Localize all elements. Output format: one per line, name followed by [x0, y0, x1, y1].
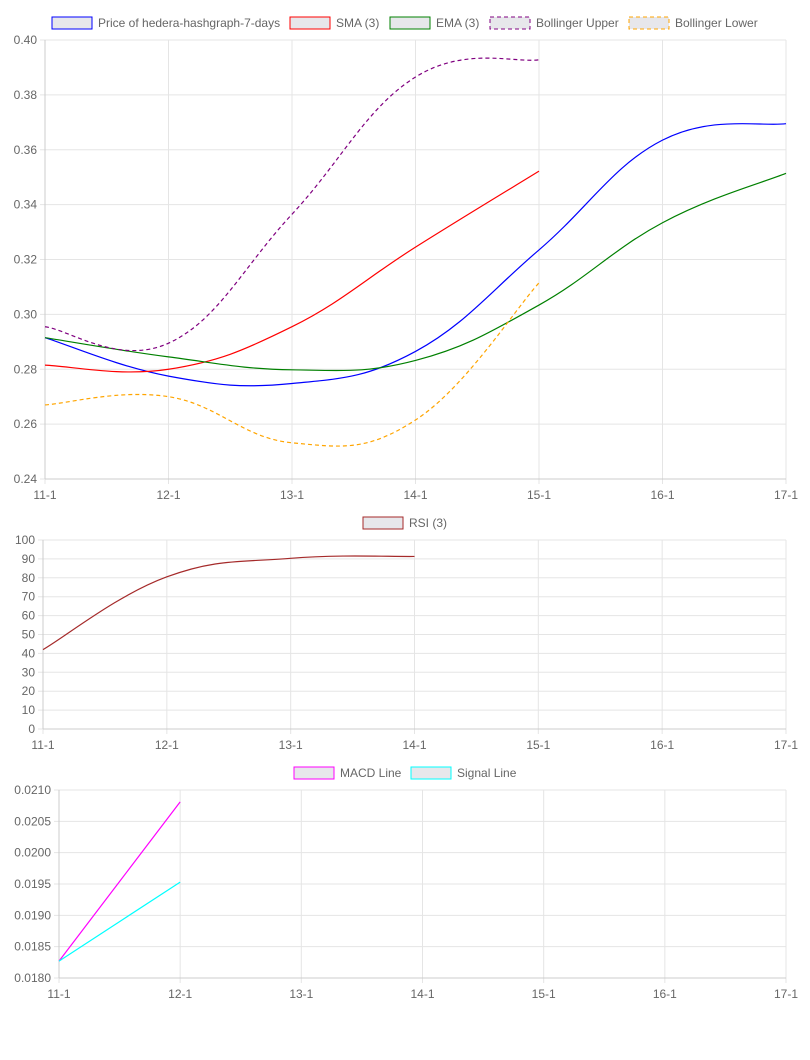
- chart-panel-1: 0.40 0.38 0.36 0.34 0.32 0.30 0.28 0.26 0.24 11-1…: [14, 16, 799, 502]
- y-tick-label: 0.0205: [14, 814, 51, 828]
- y-tick-label: 0.24: [14, 472, 38, 486]
- legend-item-2[interactable]: Signal Line: [410, 766, 517, 780]
- legend-swatch: [410, 766, 452, 780]
- x-tick-label: 11-1: [47, 987, 70, 1001]
- y-tick-label: 30: [22, 665, 36, 679]
- legend-swatch: [362, 516, 404, 530]
- y-tick-label: 0.34: [14, 198, 38, 212]
- y-tick-label: 0.32: [14, 253, 38, 267]
- legend-item-2[interactable]: SMA (3): [289, 16, 379, 30]
- x-tick-label: 17-1: [774, 738, 798, 752]
- y-tick-label: 0.28: [14, 362, 38, 376]
- x-tick-label: 17-1: [774, 488, 798, 502]
- y-tick-label: 0.0200: [14, 846, 51, 860]
- series-line-2: [44, 170, 540, 373]
- y-tick-label: 0: [28, 722, 35, 736]
- x-tick-label: 12-1: [155, 738, 179, 752]
- legend-label: Bollinger Upper: [536, 16, 619, 30]
- y-tick-label: 60: [22, 609, 36, 623]
- legend-label: Bollinger Lower: [675, 16, 758, 30]
- y-tick-label: 40: [22, 646, 36, 660]
- x-tick-label: 13-1: [279, 738, 303, 752]
- y-tick-label: 50: [22, 628, 36, 642]
- y-tick-label: 0.0210: [14, 783, 51, 797]
- x-tick-label: 11-1: [33, 488, 56, 502]
- y-tick-label: 70: [22, 590, 36, 604]
- legend-label: EMA (3): [436, 16, 479, 30]
- legend-swatch: [289, 16, 331, 30]
- x-tick-label: 16-1: [650, 488, 674, 502]
- x-tick-label: 14-1: [410, 987, 434, 1001]
- legend-item-4[interactable]: Bollinger Upper: [489, 16, 619, 30]
- x-tick-label: 15-1: [526, 738, 550, 752]
- y-tick-label: 100: [15, 533, 35, 547]
- y-tick-label: 0.40: [14, 33, 38, 47]
- x-tick-label: 12-1: [156, 488, 180, 502]
- y-tick-label: 0.26: [14, 417, 38, 431]
- x-tick-label: 11-1: [31, 738, 54, 752]
- legend-item-1[interactable]: RSI (3): [362, 516, 447, 530]
- x-tick-label: 16-1: [653, 987, 677, 1001]
- legend-item-1[interactable]: Price of hedera-hashgraph-7-days: [51, 16, 280, 30]
- x-tick-label: 14-1: [402, 738, 426, 752]
- legend-swatch: [51, 16, 93, 30]
- x-tick-label: 15-1: [527, 488, 551, 502]
- legend-label: Signal Line: [457, 766, 517, 780]
- legend-item-3[interactable]: EMA (3): [389, 16, 479, 30]
- x-tick-label: 13-1: [289, 987, 313, 1001]
- x-tick-label: 17-1: [774, 987, 798, 1001]
- x-tick-label: 14-1: [403, 488, 427, 502]
- legend-swatch: [628, 16, 670, 30]
- legend-swatch: [293, 766, 335, 780]
- series-line-1: [42, 555, 415, 651]
- y-tick-label: 90: [22, 552, 36, 566]
- chart-panel-3: 0.0210 0.0205 0.0200 0.0195 0.0190 0.0185 0.01…: [14, 766, 798, 1001]
- x-tick-label: 13-1: [280, 488, 304, 502]
- legend-item-5[interactable]: Bollinger Lower: [628, 16, 758, 30]
- y-tick-label: 80: [22, 571, 36, 585]
- y-tick-label: 20: [22, 684, 36, 698]
- legend-label: SMA (3): [336, 16, 379, 30]
- y-tick-label: 0.0180: [14, 971, 51, 985]
- legend-label: Price of hedera-hashgraph-7-days: [98, 16, 280, 30]
- x-tick-label: 16-1: [650, 738, 674, 752]
- legend-swatch: [489, 16, 531, 30]
- x-tick-label: 15-1: [532, 987, 556, 1001]
- x-tick-label: 12-1: [168, 987, 192, 1001]
- legend-label: MACD Line: [340, 766, 402, 780]
- y-tick-label: 10: [22, 703, 36, 717]
- legend-swatch: [389, 16, 431, 30]
- y-tick-label: 0.0185: [14, 940, 51, 954]
- series-line-4: [44, 57, 540, 352]
- y-tick-label: 0.38: [14, 88, 38, 102]
- legend-label: RSI (3): [409, 516, 447, 530]
- y-tick-label: 0.0190: [14, 908, 51, 922]
- y-tick-label: 0.0195: [14, 877, 51, 891]
- legend-item-1[interactable]: MACD Line: [293, 766, 402, 780]
- series-line-1: [44, 123, 787, 387]
- series-line-2: [58, 881, 181, 962]
- series-line-1: [58, 801, 181, 962]
- y-tick-label: 0.36: [14, 143, 38, 157]
- y-tick-label: 0.30: [14, 307, 38, 321]
- series-line-3: [44, 172, 787, 372]
